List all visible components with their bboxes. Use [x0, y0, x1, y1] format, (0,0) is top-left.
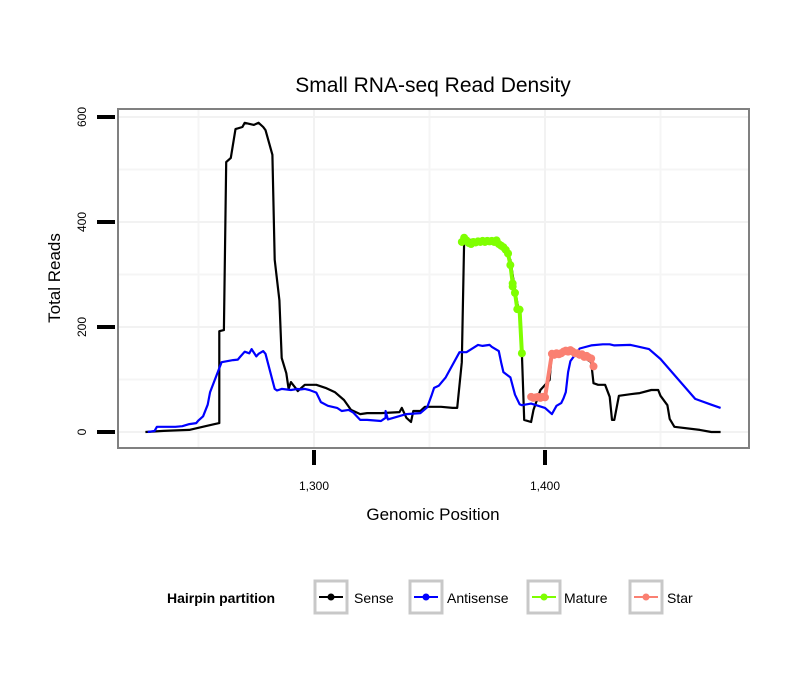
data-point-mature	[517, 349, 526, 358]
series-line-sense	[145, 121, 721, 434]
data-point-mature	[504, 249, 513, 258]
y-axis-title: Total Reads	[45, 233, 64, 323]
series-sense	[145, 121, 721, 434]
data-point-star	[589, 362, 598, 371]
x-tick-label: 1,400	[530, 479, 560, 493]
series-antisense	[147, 343, 721, 434]
data-point-mature	[508, 282, 517, 291]
legend-entry-sense: Sense	[313, 579, 394, 615]
chart-title: Small RNA-seq Read Density	[295, 74, 571, 97]
legend-label: Antisense	[447, 590, 509, 606]
legend-entry-mature: Mature	[526, 579, 608, 615]
series-star	[527, 346, 598, 402]
legend-entry-star: Star	[628, 579, 693, 615]
legend-title: Hairpin partition	[167, 590, 275, 606]
legend: Hairpin partition Sense Antisense Mature St…	[167, 579, 693, 615]
legend-label: Mature	[564, 590, 608, 606]
series-layer	[145, 121, 721, 434]
data-point-mature	[506, 261, 515, 270]
y-tick-label: 0	[75, 428, 89, 435]
x-axis-title: Genomic Position	[366, 505, 499, 524]
data-point-star	[587, 354, 596, 363]
x-tick-label: 1,300	[299, 479, 329, 493]
x-axis: 1,300 1,400	[299, 450, 560, 493]
legend-key-point	[327, 593, 335, 601]
plot-panel-background	[118, 109, 749, 448]
y-tick-label: 400	[75, 212, 89, 232]
legend-label: Sense	[354, 590, 394, 606]
legend-entry-antisense: Antisense	[408, 579, 509, 615]
data-point-star	[541, 393, 549, 402]
legend-key-point	[642, 593, 650, 601]
legend-label: Star	[667, 590, 693, 606]
y-tick-label: 200	[75, 317, 89, 337]
y-axis: 0 200 400 600	[75, 107, 115, 435]
plot-panel-border	[117, 108, 750, 449]
series-line-antisense	[147, 343, 721, 434]
data-point-mature	[515, 305, 524, 314]
data-point-mature	[510, 288, 519, 297]
series-mature	[457, 233, 526, 358]
minor-gridlines	[118, 109, 749, 448]
legend-key-point	[422, 593, 430, 601]
legend-key-point	[540, 593, 548, 601]
y-tick-label: 600	[75, 107, 89, 127]
